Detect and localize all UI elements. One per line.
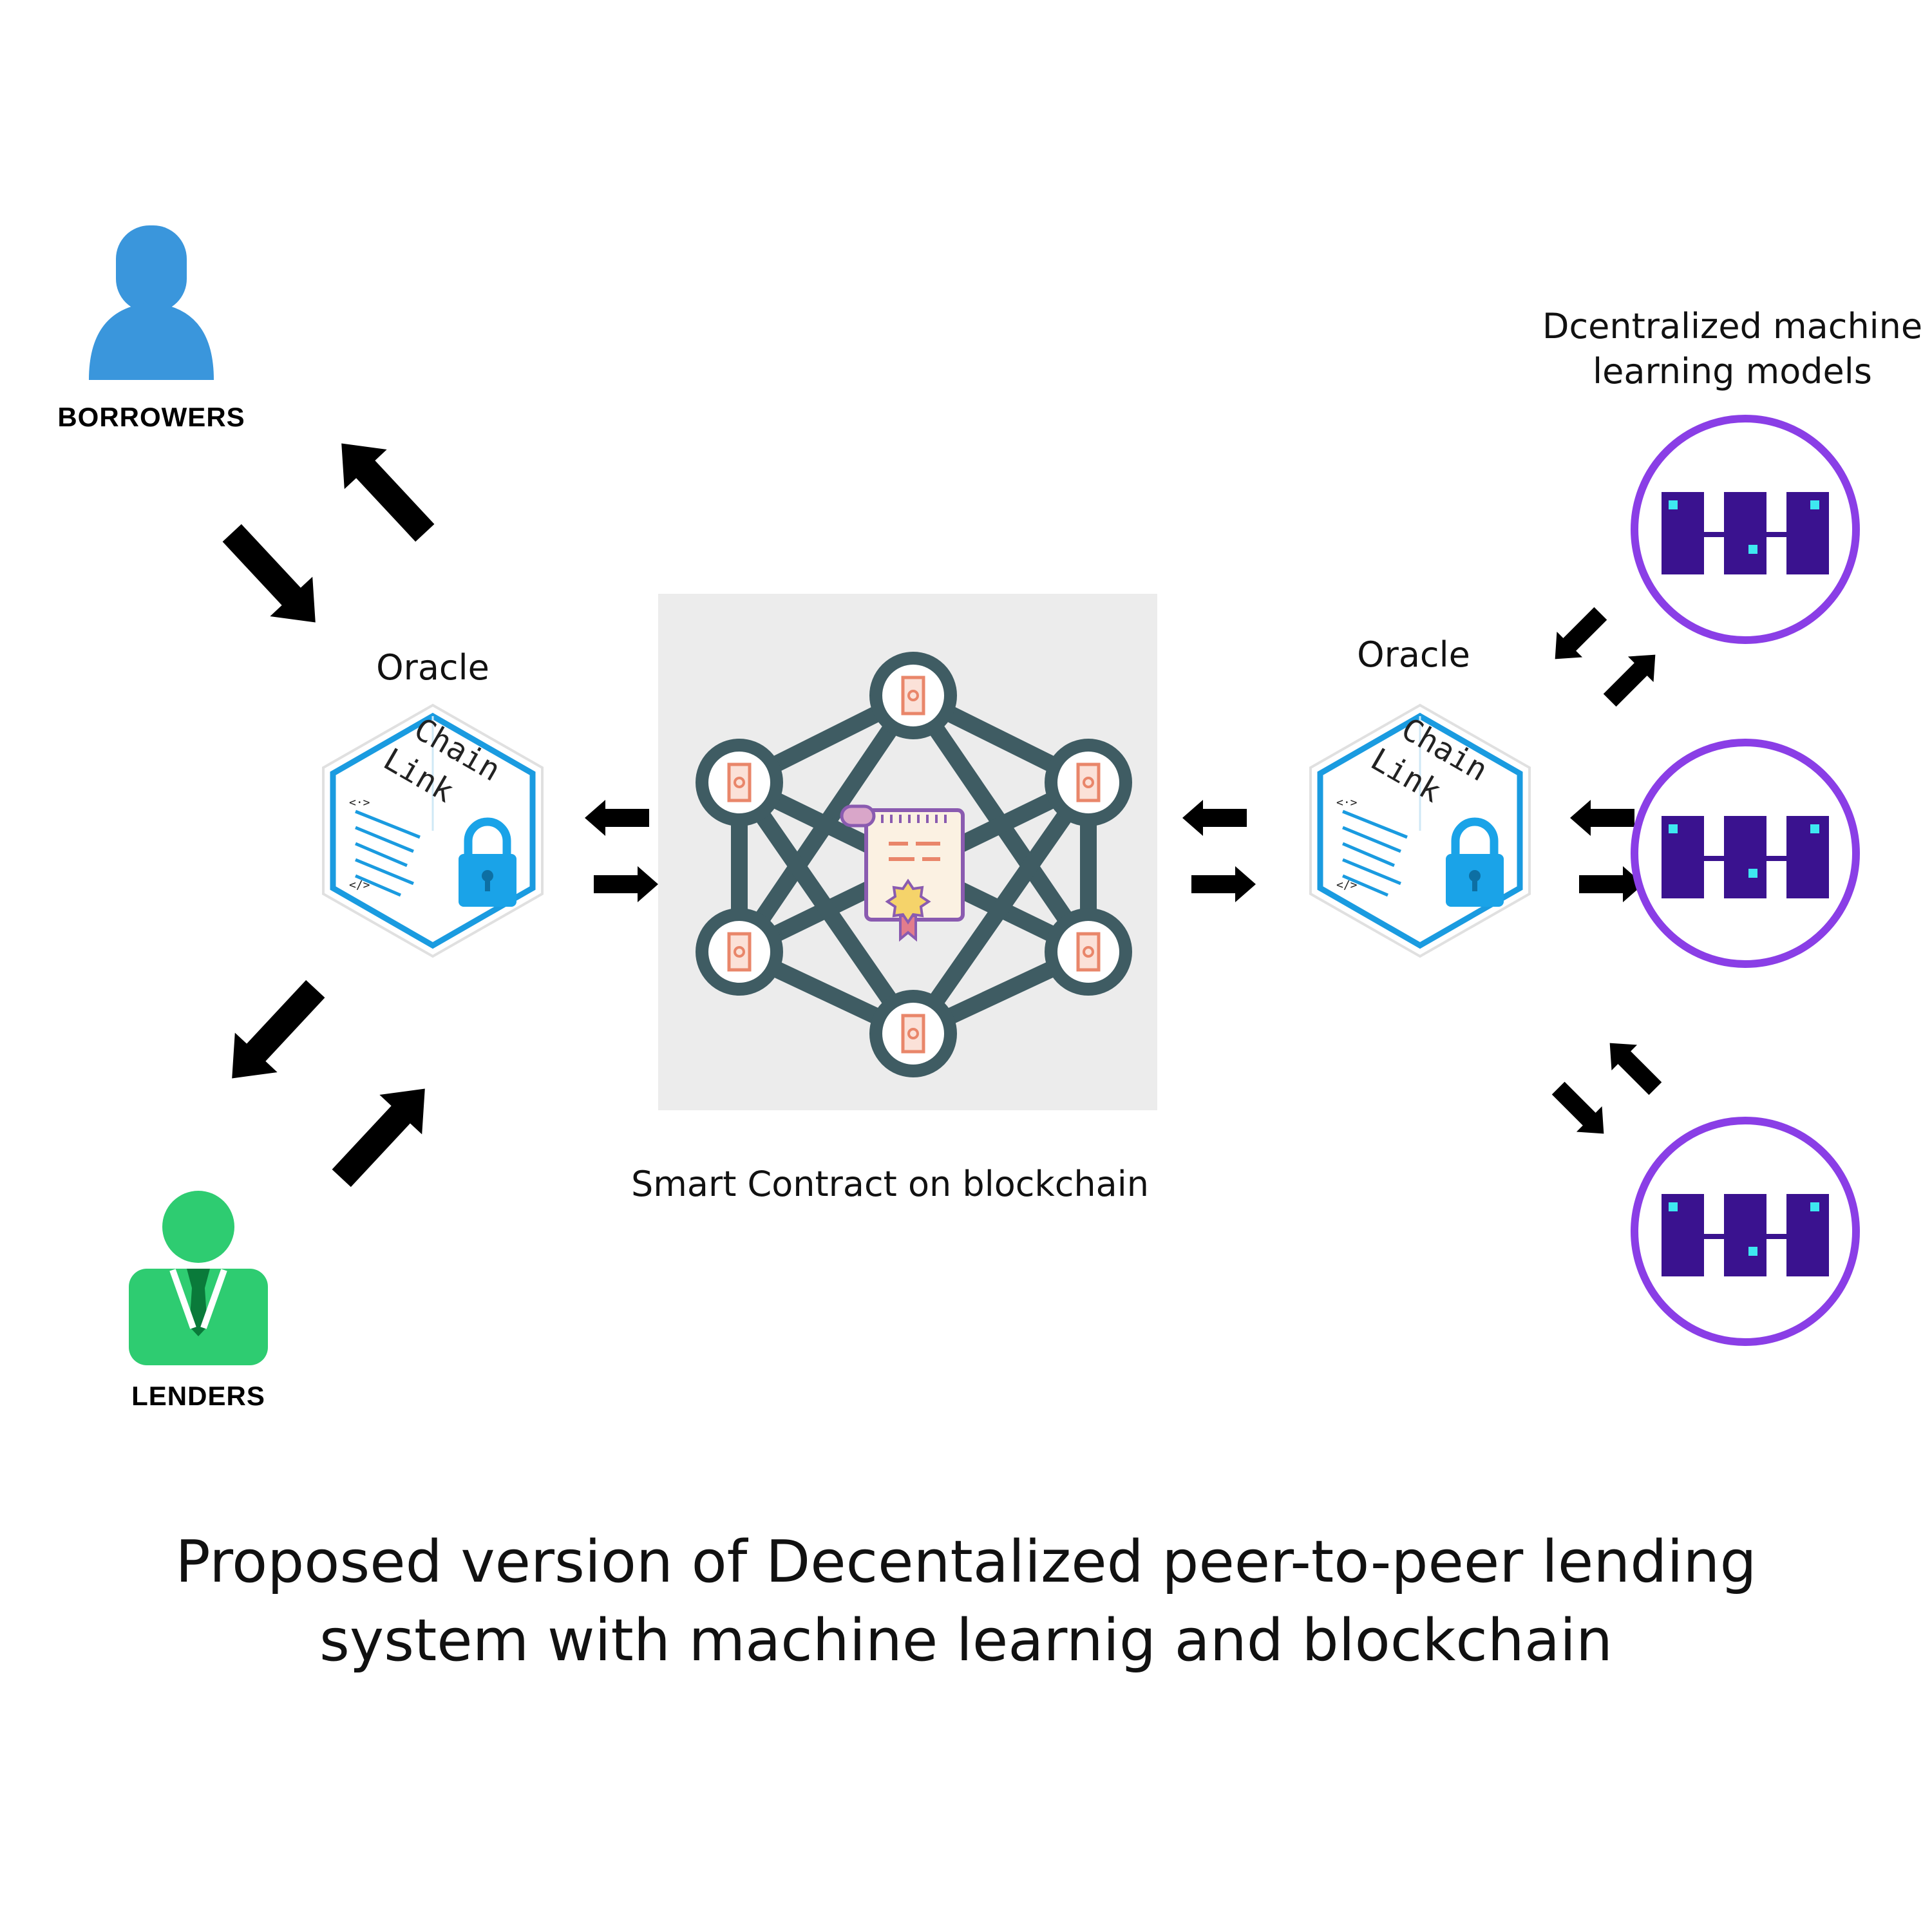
oracle-left-code-close: </> (349, 878, 370, 892)
arrow-oracle-right-to-contract (1182, 800, 1247, 836)
diagram-caption-line2: system with machine learnig and blockcha… (319, 1607, 1613, 1674)
diagram-caption-line1: Proposed version of Decentalized peer-to… (175, 1528, 1757, 1596)
arrow-contract-to-oracle-right (1191, 866, 1256, 902)
oracle-left-code-open: <·> (349, 796, 370, 810)
oracle-right-code-open: <·> (1336, 796, 1358, 810)
ml-models-label-line2: learning models (1593, 351, 1872, 392)
arrow-borrowers-to-oracle (211, 513, 337, 643)
oracle-left-chainlink-cube: Chain Link <·> </> (323, 705, 542, 956)
arrow-oracle-to-borrowers (320, 423, 446, 553)
arrow-oracle-left-to-contract (594, 866, 658, 902)
contract-scroll-icon (840, 804, 965, 942)
arrow-ml-top-to-oracle (1542, 600, 1614, 672)
smart-contract-network (658, 594, 1157, 1110)
arrow-ml-mid-to-oracle (1570, 800, 1634, 836)
borrower-icon (89, 225, 214, 380)
oracle-right-code-close: </> (1336, 878, 1358, 892)
ml-models-label-line1: Dcentralized machine (1542, 306, 1922, 346)
arrow-oracle-to-ml-bottom (1545, 1075, 1617, 1147)
lenders-label: LENDERS (131, 1381, 265, 1411)
arrow-oracle-to-ml-top (1596, 641, 1669, 714)
arrow-contract-to-oracle-left (585, 800, 649, 836)
smart-contract-label: Smart Contract on blockchain (631, 1164, 1149, 1204)
arrow-oracle-to-lenders (211, 969, 337, 1099)
network-nodes (696, 652, 1132, 1077)
arrow-lenders-to-oracle (320, 1068, 446, 1198)
oracle-right-label: Oracle (1357, 634, 1470, 675)
lender-icon (129, 1191, 268, 1365)
ml-model-icon-bottom (1634, 1121, 1856, 1342)
oracle-left-label: Oracle (376, 647, 489, 688)
ml-model-icon-top (1634, 419, 1856, 640)
ml-model-icon-middle (1634, 743, 1856, 964)
arrow-ml-bottom-to-oracle (1596, 1030, 1669, 1102)
oracle-right-chainlink-cube: Chain Link <·> </> (1311, 705, 1530, 956)
borrowers-label: BORROWERS (57, 402, 245, 432)
